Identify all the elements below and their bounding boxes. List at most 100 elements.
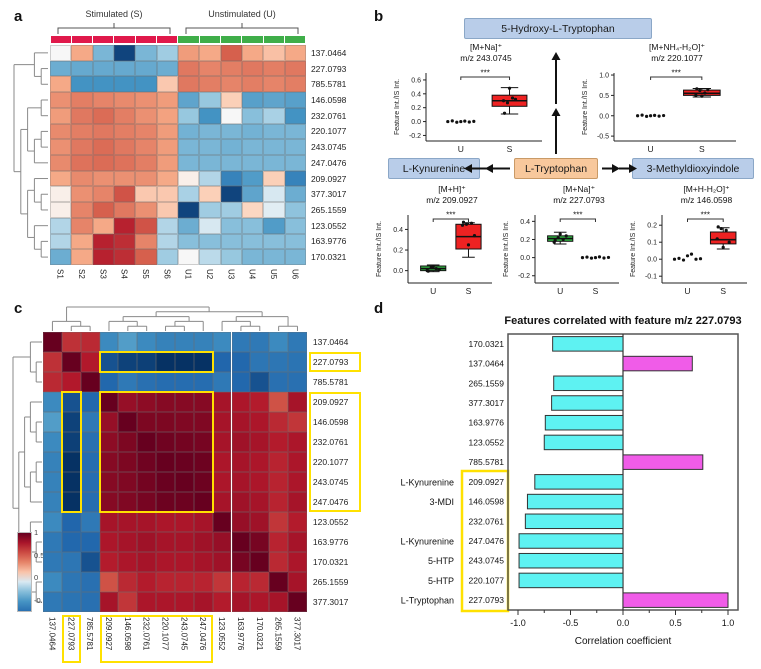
heatmap-cell [250,452,270,472]
heatmap-cell [43,432,62,452]
correlation-bar-chart: Features correlated with feature m/z 227… [400,315,741,647]
svg-text:0.2: 0.2 [393,248,403,255]
heatmap-cell [92,139,114,155]
heatmap-cell [156,123,178,140]
heatmap-cell [269,492,289,512]
heatmap-cell [269,392,289,412]
heatmap-cell [263,107,285,124]
heatmap-cell [250,512,270,532]
heatmap-cell [193,412,213,432]
heatmap-cell [284,45,306,61]
heatmap-cell [241,139,264,155]
col-label: 377.3017 [292,617,302,651]
row-label: 265.1559 [312,577,349,587]
boxplot-svg: -0.1 0.0 0.1 0.2 Feature Int./IS Int. U S *** [630,211,747,296]
heatmap-cell [137,452,157,472]
heatmap-cell [231,592,251,612]
heatmap-cell [118,552,138,572]
row-label: 123.0552 [312,517,349,527]
heatmap-cell [156,107,178,124]
heatmap-cell [263,92,285,108]
group-color-segment [285,36,306,43]
svg-text:-0.5: -0.5 [597,134,609,141]
heatmap-cell [118,512,138,532]
heatmap-cell [156,92,178,108]
heatmap-cell [284,233,306,250]
heatmap-cell [137,372,157,392]
heatmap-cell [71,107,93,124]
boxplot-svg: -0.2 0.0 0.2 0.4 0.6 Feature Int./IS Int. U S **… [394,69,542,154]
heatmap-cell [269,412,289,432]
heatmap-cell [250,492,270,512]
group-label-stimulated: Stimulated (S) [85,9,143,19]
heatmap-cell [177,76,200,93]
heatmap-cell [269,452,289,472]
group-color-segment [157,36,178,43]
col-label: 220.1077 [160,617,170,651]
heatmap-cell [269,472,289,492]
col-label: 232.0761 [141,617,151,651]
heatmap-cell [284,202,306,218]
heatmap-cell [80,372,100,392]
svg-text:Feature Int./IS Int.: Feature Int./IS Int. [376,221,383,277]
row-label: 137.0464 [312,337,349,347]
node-3-methyldioxyindole: 3-Methyldioxyindole [632,158,754,179]
heatmap-cell [156,60,178,77]
heatmap-cell [71,217,93,234]
heatmap-cell [50,76,72,93]
svg-text:0.0: 0.0 [393,268,403,275]
heatmap-cell [193,372,213,392]
heatmap-cell [137,492,157,512]
row-label: 163.9776 [312,537,349,547]
bar-mz-label: 137.0464 [469,359,505,369]
heatmap-cell [177,249,200,265]
panel-c-correlation-heatmap: c 1 0.5 0 -0.5 137.0464 227.0793 785.5781 209.… [8,300,374,669]
svg-text:1.0: 1.0 [722,618,735,628]
heatmap-cell [284,139,306,155]
heatmap-cell [288,352,307,372]
heatmap-cell [177,233,200,250]
heatmap-cell [61,532,81,552]
panel-a-sample-heatmap: a Stimulated (S) Unstimulated (U) 137.04… [8,8,374,298]
heatmap-cell [156,472,175,492]
heatmap-cell [135,186,157,203]
heatmap-cell [80,392,100,412]
group-color-segment [199,36,221,43]
heatmap-cell [113,123,136,140]
heatmap-cell [241,45,264,61]
panel-c-label: c [14,300,23,317]
heatmap-cell [43,592,62,612]
bar-mz-label: 227.0793 [469,595,505,605]
heatmap-cell [284,217,306,234]
col-label: S3 [98,268,108,279]
heatmap-cell [92,154,114,171]
heatmap-cell [193,472,213,492]
heatmap-cell [113,76,136,93]
heatmap-cell [177,202,200,218]
heatmap-cell [241,217,264,234]
svg-text:***: *** [701,211,710,220]
heatmap-cell [137,392,157,412]
heatmap-cell [156,217,178,234]
col-label: U1 [183,268,193,280]
heatmap-cell [288,512,307,532]
heatmap-cell [118,372,138,392]
heatmap-cell [135,123,157,140]
heatmap-cell [263,170,285,187]
bar-mz-label: 123.0552 [469,437,505,447]
heatmap-cell [288,492,307,512]
boxplot-146.0598: [M+H-H₂O]⁺ m/z 146.0598 -0.1 0.0 0.1 0.2 Featu… [628,184,755,302]
group-color-segment [221,36,242,43]
heatmap-cell [71,202,93,218]
heatmap-cell [118,472,138,492]
heatmap-cell [80,592,100,612]
heatmap-cell [113,45,136,61]
row-label: 243.0745 [312,477,349,487]
row-dendrogram [13,52,48,258]
heatmap-cell [92,60,114,77]
heatmap-cell [177,123,200,140]
heatmap-cell [241,76,264,93]
heatmap-cell [199,170,221,187]
row-label: 220.1077 [312,457,349,467]
heatmap-cell [118,452,138,472]
